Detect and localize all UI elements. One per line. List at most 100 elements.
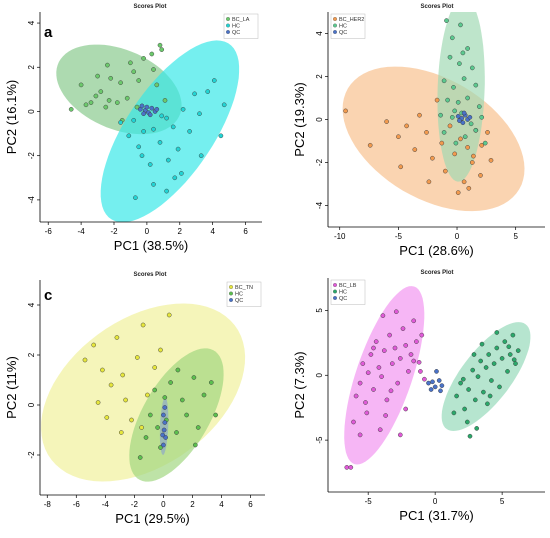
data-point bbox=[398, 164, 404, 170]
data-point bbox=[395, 380, 401, 386]
data-point bbox=[473, 127, 479, 133]
data-point bbox=[442, 168, 448, 174]
data-point bbox=[179, 171, 184, 176]
y-tick-label: -4 bbox=[315, 201, 324, 209]
x-axis-label: PC1 (31.7%) bbox=[399, 508, 473, 523]
data-point bbox=[147, 112, 153, 118]
series-hc bbox=[137, 367, 218, 460]
legend-marker bbox=[333, 17, 337, 21]
data-point bbox=[144, 104, 150, 110]
series-qc bbox=[455, 110, 473, 126]
data-point bbox=[416, 359, 422, 365]
data-point bbox=[451, 410, 457, 416]
legend-label: QC bbox=[339, 296, 347, 302]
legend-marker bbox=[226, 17, 230, 21]
legend-label: QC bbox=[232, 30, 240, 36]
data-point bbox=[510, 332, 516, 338]
data-point bbox=[444, 18, 449, 23]
data-point bbox=[106, 98, 112, 103]
data-point bbox=[485, 401, 490, 407]
scores-plot-d: -5 0 5 -5 0 5 PC1 (31.7%) PC2 (7.3%) Scores Plot… bbox=[292, 270, 545, 523]
data-point bbox=[141, 129, 146, 134]
data-point bbox=[403, 343, 409, 348]
data-point bbox=[499, 356, 505, 361]
series-qc bbox=[426, 369, 445, 394]
legend-marker bbox=[226, 30, 230, 34]
data-point bbox=[151, 182, 156, 187]
data-point bbox=[162, 420, 168, 425]
data-point bbox=[68, 106, 74, 112]
data-point bbox=[157, 42, 163, 48]
legend-label: BC_TN bbox=[235, 285, 253, 291]
data-point bbox=[103, 104, 109, 110]
data-point bbox=[158, 445, 163, 450]
plot-area bbox=[41, 303, 246, 482]
data-point bbox=[165, 157, 171, 163]
data-point bbox=[473, 82, 479, 88]
series-hc bbox=[438, 18, 488, 146]
panel-letter: c bbox=[44, 287, 52, 304]
x-tick-label: -4 bbox=[102, 500, 110, 509]
data-point bbox=[458, 136, 463, 142]
data-point bbox=[143, 435, 149, 440]
data-point bbox=[479, 341, 485, 347]
data-point bbox=[139, 103, 145, 109]
data-point bbox=[476, 104, 482, 109]
data-point bbox=[161, 412, 166, 418]
y-tick-label: -2 bbox=[27, 451, 36, 459]
y-tick-label: 0 bbox=[315, 117, 324, 122]
data-point bbox=[151, 126, 156, 132]
data-point bbox=[166, 312, 172, 318]
data-point bbox=[478, 173, 483, 178]
data-point bbox=[93, 93, 99, 99]
data-point bbox=[205, 89, 211, 94]
x-tick-label: 0 bbox=[455, 232, 460, 241]
data-point bbox=[467, 114, 473, 120]
data-point bbox=[472, 397, 478, 403]
x-tick-label: -4 bbox=[78, 227, 86, 236]
data-point bbox=[141, 111, 146, 117]
data-point bbox=[494, 330, 500, 335]
plot-area bbox=[344, 286, 531, 470]
x-tick-label: 0 bbox=[145, 227, 150, 236]
data-point bbox=[384, 397, 390, 403]
data-point bbox=[438, 112, 443, 118]
data-point bbox=[373, 339, 379, 344]
x-tick-label: -2 bbox=[131, 500, 139, 509]
data-point bbox=[363, 400, 368, 405]
data-point bbox=[439, 383, 445, 388]
series-qc bbox=[137, 103, 160, 118]
data-point bbox=[414, 339, 419, 344]
data-point bbox=[428, 387, 434, 392]
legend-marker bbox=[333, 23, 337, 28]
legend-label: BC_LA bbox=[232, 17, 250, 23]
data-point bbox=[457, 61, 462, 66]
data-point bbox=[377, 427, 383, 433]
legend-label: HC bbox=[339, 290, 347, 296]
data-point bbox=[426, 179, 432, 185]
data-point bbox=[447, 54, 453, 60]
data-point bbox=[128, 60, 133, 66]
data-point bbox=[458, 22, 463, 28]
data-point bbox=[408, 352, 414, 357]
data-point bbox=[460, 376, 466, 382]
data-point bbox=[388, 388, 394, 394]
data-point bbox=[184, 412, 189, 418]
data-point bbox=[468, 121, 474, 127]
series-hc bbox=[451, 330, 521, 439]
data-point bbox=[180, 106, 186, 112]
data-point bbox=[441, 130, 447, 135]
data-point bbox=[100, 367, 105, 373]
data-point bbox=[83, 102, 89, 108]
series-bc_la bbox=[68, 42, 168, 123]
data-point bbox=[187, 129, 192, 134]
legend-label: HC bbox=[232, 24, 240, 30]
data-point bbox=[371, 387, 376, 392]
data-point bbox=[464, 419, 470, 425]
data-point bbox=[460, 50, 466, 56]
confidence-ellipse-hc bbox=[441, 322, 531, 431]
data-point bbox=[118, 80, 123, 86]
y-axis-label: PC2 (7.3%) bbox=[292, 351, 307, 418]
